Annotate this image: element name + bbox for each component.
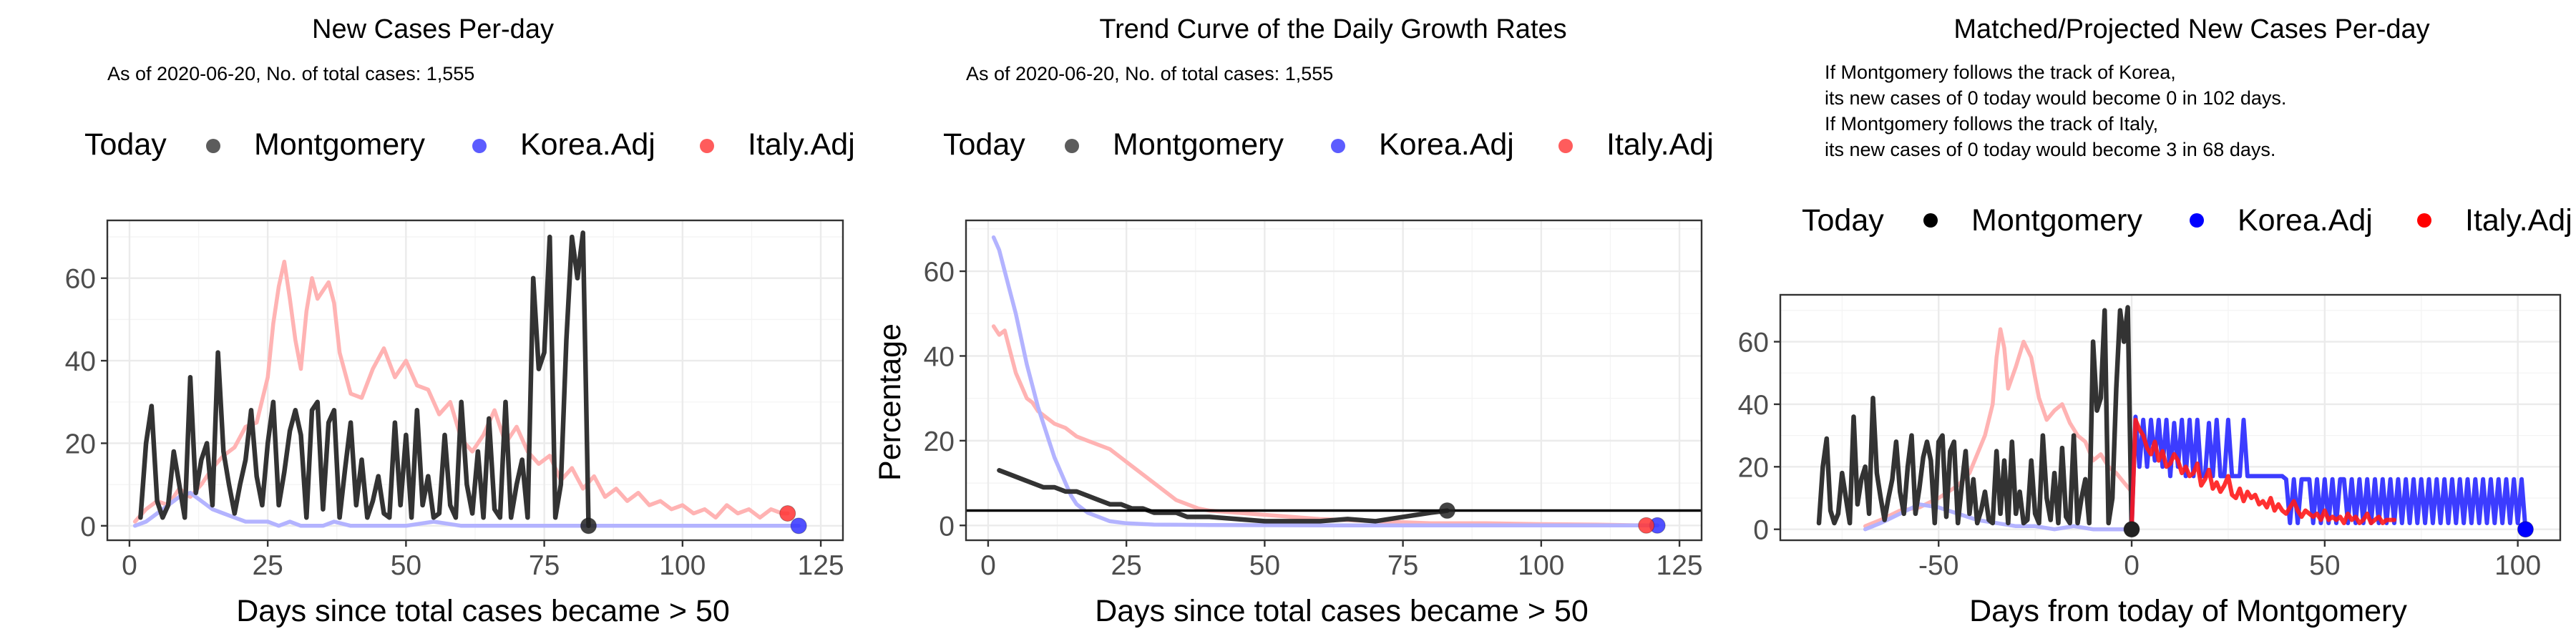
legend-label-korea: Korea.Adj: [520, 127, 655, 162]
chart-title: Trend Curve of the Daily Growth Rates: [1099, 14, 1566, 44]
legend-label-montgomery: Montgomery: [1971, 203, 2142, 238]
legend-title: Today: [943, 127, 1025, 162]
y-tick-label: 20: [924, 426, 955, 457]
today-point-montgomery: [580, 517, 597, 535]
legend-title: Today: [1802, 203, 1884, 238]
series-line-korea-adj: [132, 490, 801, 528]
x-tick-label: 100: [2494, 550, 2541, 581]
legend-key-korea: [472, 139, 487, 153]
y-tick-label: 60: [65, 264, 96, 295]
panel-border: [106, 219, 844, 542]
y-tick-label: 20: [65, 429, 96, 459]
legend-label-italy: Italy.Adj: [1606, 127, 1714, 162]
chart-subtitle: As of 2020-06-20, No. of total cases: 1,…: [966, 63, 1333, 84]
chart-subtitle: As of 2020-06-20, No. of total cases: 1,…: [107, 63, 474, 84]
y-tick-label: 0: [1753, 515, 1769, 546]
panel-border: [1779, 293, 2562, 542]
series-line-montgomery: [138, 230, 591, 529]
legend-label-italy: Italy.Adj: [2465, 203, 2572, 238]
today-point-italy-adj: [1638, 517, 1655, 534]
legend-key-montgomery: [206, 139, 220, 153]
y-tick-label: 0: [939, 511, 955, 542]
today-point-montgomery: [1438, 502, 1455, 519]
today-point-italy-adj: [779, 505, 796, 522]
legend-key-korea: [2190, 213, 2204, 228]
legend-label-korea: Korea.Adj: [1379, 127, 1514, 162]
y-tick-label: 40: [924, 341, 955, 372]
x-tick-label: 50: [2309, 550, 2340, 581]
legend-title: Today: [84, 127, 167, 162]
x-tick-label: 75: [1387, 550, 1418, 581]
plot-area: 0 25 50 75 100 125 0 20 40 60: [924, 219, 1703, 581]
x-tick-label: 25: [1111, 550, 1141, 581]
legend: Today Montgomery Korea.Adj Italy.Adj: [1802, 203, 2572, 238]
x-tick-label: 100: [659, 550, 706, 581]
legend-label-korea: Korea.Adj: [2238, 203, 2373, 238]
chart-title: New Cases Per-day: [312, 14, 554, 44]
y-tick-label: 40: [65, 346, 96, 377]
y-tick-label: 20: [1738, 452, 1769, 483]
legend-key-italy: [700, 139, 714, 153]
series-line-italy-adj: [132, 259, 790, 524]
chart-subtitle-line-3: If Montgomery follows the track of Italy…: [1825, 113, 2158, 135]
x-tick-label: -50: [1918, 550, 1958, 581]
legend-label-montgomery: Montgomery: [254, 127, 425, 162]
y-tick-label: 60: [1738, 328, 1769, 358]
panel-projection: Matched/Projected New Cases Per-day If M…: [1738, 14, 2572, 628]
x-tick-label: 0: [122, 550, 137, 581]
x-tick-label: 25: [252, 550, 283, 581]
x-tick-label: 0: [980, 550, 996, 581]
x-tick-label: 50: [391, 550, 421, 581]
x-axis-label: Days from today of Montgomery: [1969, 594, 2407, 628]
legend-key-italy: [1558, 139, 1573, 153]
y-axis-label: Percentage: [873, 323, 907, 481]
panel-growth-rates: Trend Curve of the Daily Growth Rates As…: [873, 14, 1714, 628]
series-line-korea-adj: [991, 235, 1659, 528]
x-tick-label: 100: [1518, 550, 1564, 581]
x-tick-label: 75: [529, 550, 560, 581]
x-tick-label: 125: [798, 550, 844, 581]
today-point-montgomery: [2123, 521, 2140, 538]
y-tick-label: 0: [80, 512, 96, 542]
series-line-italy-adj-projection: [2129, 417, 2396, 532]
legend: Today Montgomery Korea.Adj Italy.Adj: [84, 127, 855, 162]
today-point-korea-adj: [790, 517, 807, 535]
legend-label-montgomery: Montgomery: [1113, 127, 1284, 162]
series-line-korea-adj-projection: [2129, 414, 2528, 532]
y-tick-label: 60: [924, 257, 955, 288]
today-point-korea-adj: [2517, 521, 2534, 538]
x-tick-label: 0: [2124, 550, 2140, 581]
chart-subtitle-line-1: If Montgomery follows the track of Korea…: [1825, 62, 2176, 83]
x-axis-label: Days since total cases became > 50: [236, 594, 730, 628]
legend-key-montgomery: [1065, 139, 1079, 153]
legend-label-italy: Italy.Adj: [748, 127, 855, 162]
legend-key-montgomery: [1923, 213, 1938, 228]
chart-subtitle-line-4: its new cases of 0 today would become 3 …: [1825, 139, 2275, 160]
legend-key-italy: [2417, 213, 2431, 228]
plot-area: -50 0 50 100 0 20 40 60: [1738, 293, 2562, 581]
chart-subtitle-line-2: its new cases of 0 today would become 0 …: [1825, 87, 2286, 109]
legend: Today Montgomery Korea.Adj Italy.Adj: [943, 127, 1714, 162]
series-line-montgomery: [1816, 305, 2135, 532]
x-axis-label: Days since total cases became > 50: [1095, 594, 1589, 628]
panel-new-cases: New Cases Per-day As of 2020-06-20, No. …: [65, 14, 855, 628]
panel-border: [965, 219, 1703, 542]
x-tick-label: 125: [1657, 550, 1703, 581]
y-tick-label: 40: [1738, 390, 1769, 421]
x-tick-label: 50: [1249, 550, 1280, 581]
series-line-montgomery: [997, 468, 1450, 524]
legend-key-korea: [1331, 139, 1345, 153]
chart-title: Matched/Projected New Cases Per-day: [1953, 14, 2429, 44]
plot-area: 0 25 50 75 100 125 0 20 40 60: [65, 219, 844, 581]
